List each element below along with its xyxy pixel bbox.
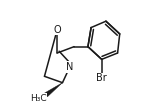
Text: H₃C: H₃C <box>30 94 47 103</box>
Text: N: N <box>66 62 74 72</box>
Polygon shape <box>45 83 62 97</box>
Text: Br: Br <box>96 73 107 83</box>
Text: O: O <box>53 25 61 35</box>
